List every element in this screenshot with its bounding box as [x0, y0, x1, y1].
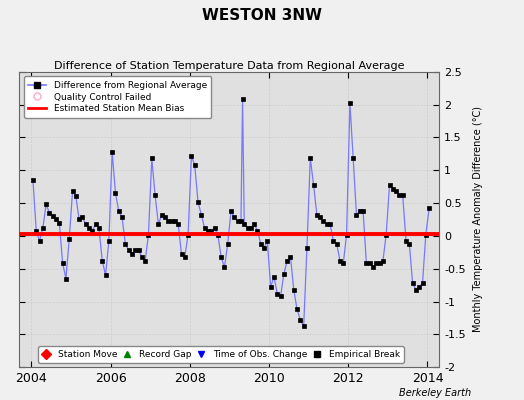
Text: Berkeley Earth: Berkeley Earth	[399, 388, 472, 398]
Y-axis label: Monthly Temperature Anomaly Difference (°C): Monthly Temperature Anomaly Difference (…	[473, 106, 483, 332]
Text: WESTON 3NW: WESTON 3NW	[202, 8, 322, 23]
Title: Difference of Station Temperature Data from Regional Average: Difference of Station Temperature Data f…	[54, 61, 405, 71]
Legend: Station Move, Record Gap, Time of Obs. Change, Empirical Break: Station Move, Record Gap, Time of Obs. C…	[38, 346, 404, 363]
